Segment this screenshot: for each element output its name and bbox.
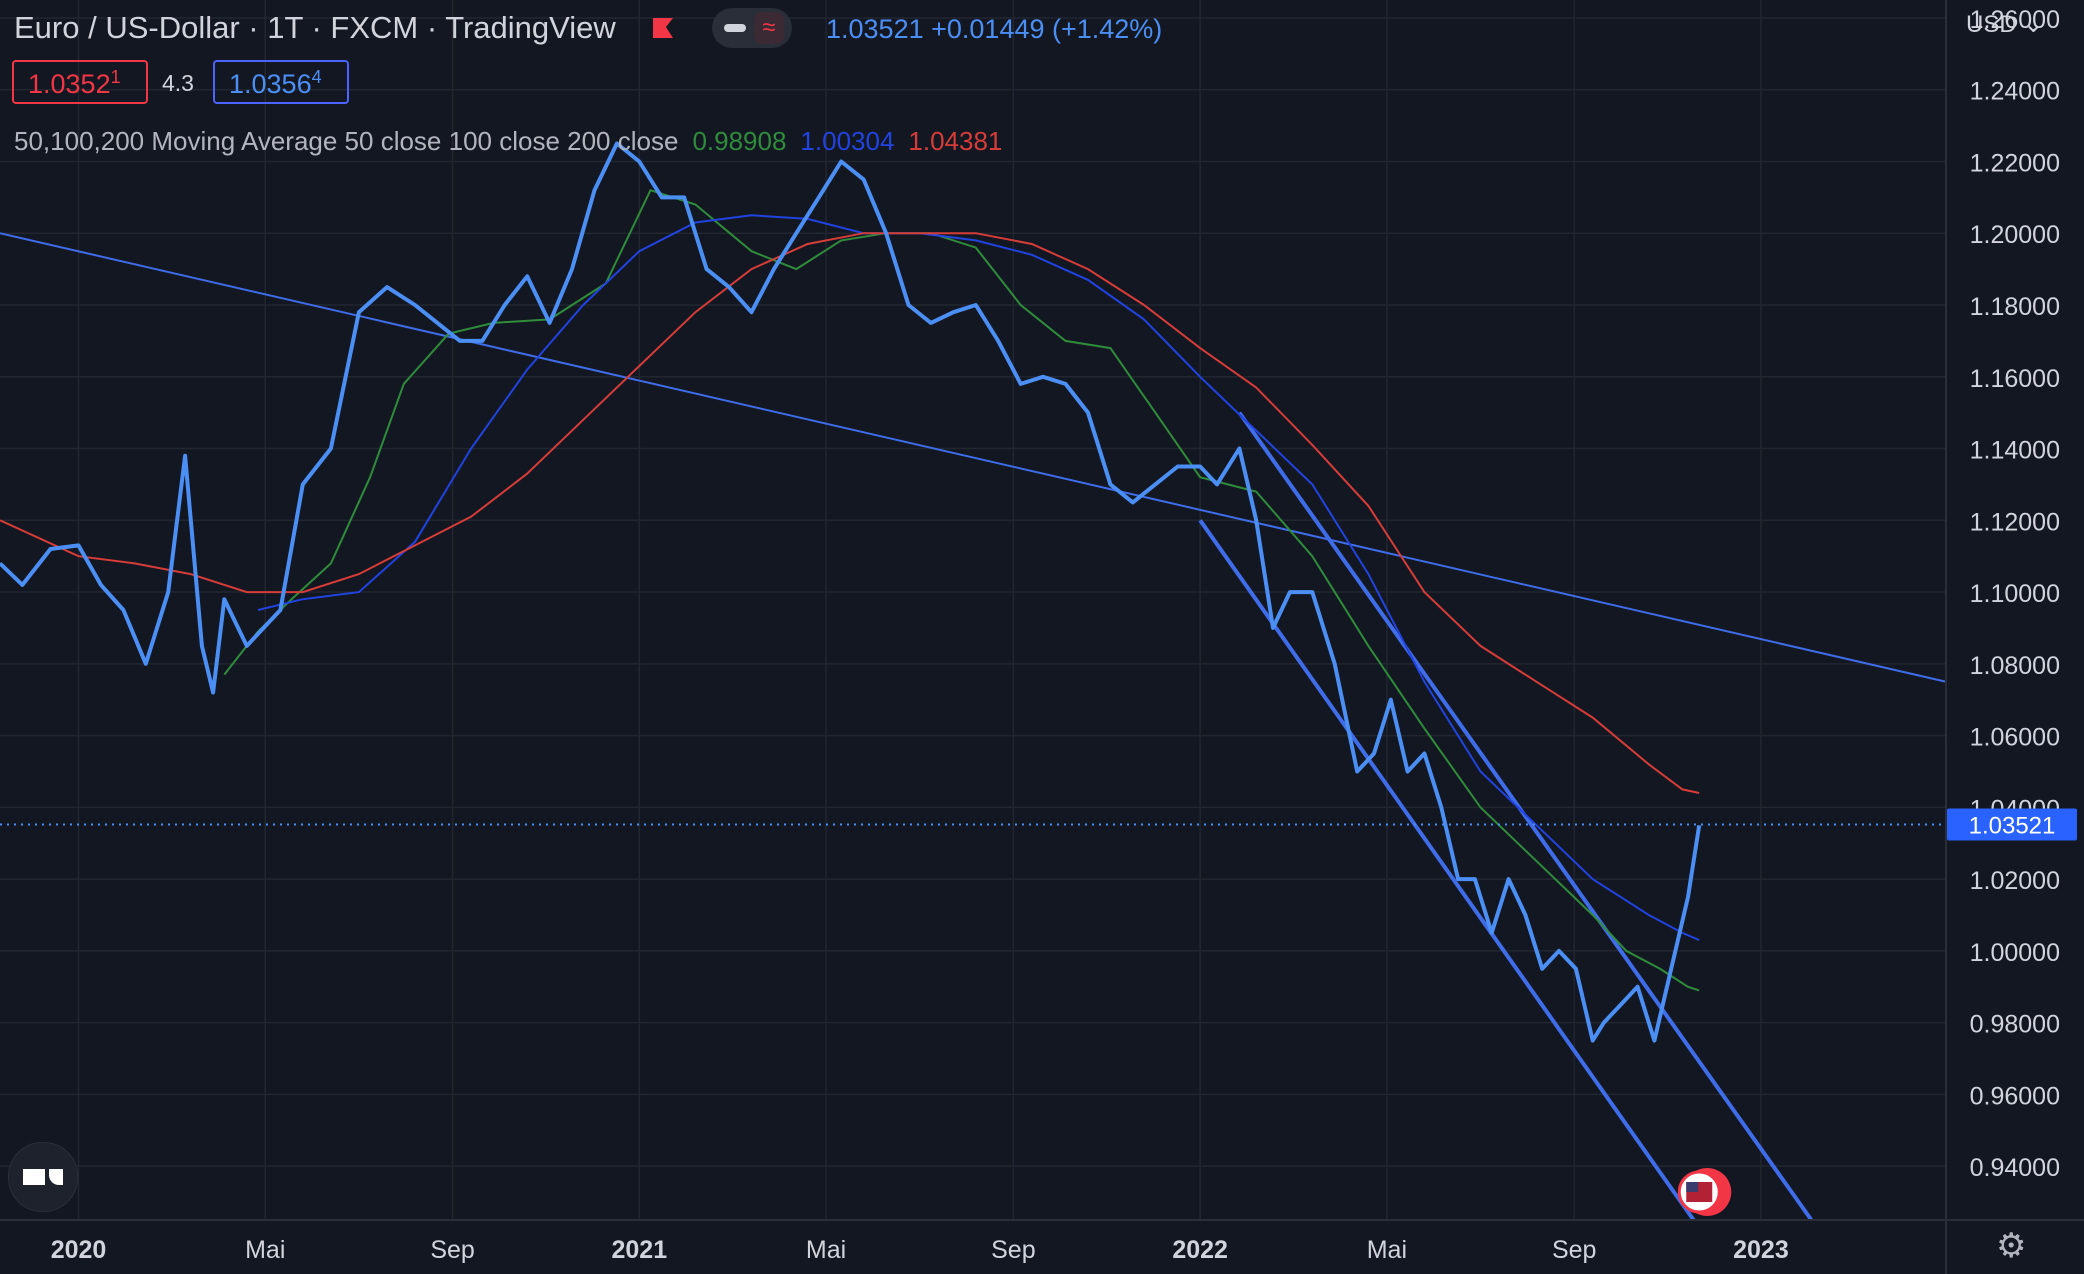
trendline-1 [1237,411,1814,1222]
price-tick-label: 1.00000 [1970,939,2060,967]
ma-line-2 [0,232,1700,794]
price-tick-label: 1.06000 [1970,724,2060,752]
price-change: +0.01449 (+1.42%) [931,14,1163,44]
ma-line-1 [257,214,1700,942]
currency-selector[interactable]: USD ⌄ [1966,10,2043,39]
last-quote: 1.03521 +0.01449 (+1.42%) [826,14,1162,45]
ma50-value: 0.98908 [692,126,787,156]
ma-line-0 [223,188,1700,992]
price-tick-label: 1.12000 [1970,508,2060,536]
gear-icon[interactable]: ⚙ [1996,1227,2027,1265]
price-tick-label: 0.94000 [1970,1154,2060,1182]
logo-part [49,1169,63,1185]
time-tick-label: Sep [430,1236,474,1264]
bid-pip: 1 [110,67,121,87]
time-tick-label: 2023 [1733,1236,1789,1264]
indicator-legend[interactable]: 50,100,200 Moving Average 50 close 100 c… [14,126,1002,157]
bid-price: 1.0352 [28,69,111,99]
time-tick-label: Sep [991,1236,1035,1264]
chart-title: Euro / US-Dollar · 1T · FXCM · TradingVi… [14,10,616,45]
trendline-0 [0,232,1947,683]
tradingview-logo-icon[interactable] [8,1142,78,1212]
current-price-label: 1.03521 [1969,813,2056,840]
time-tick-label: Mai [245,1236,285,1264]
price-tick-label: 1.14000 [1970,437,2060,465]
time-tick-label: 2021 [612,1236,668,1264]
time-tick-label: 2020 [51,1236,107,1264]
price-tick-label: 1.24000 [1970,78,2060,106]
flag-icon[interactable] [650,16,676,42]
approx-wave-icon: ≈ [754,12,784,44]
current-price-badge [1947,808,2077,841]
ma200-value: 1.04381 [908,126,1003,156]
price-series-line [0,141,1702,1043]
currency-label: USD [1966,11,2017,38]
spread-value: 4.3 [162,70,194,96]
trendline-2 [1198,519,1696,1222]
price-tick-label: 1.22000 [1970,149,2060,177]
price-tick-label: 1.26000 [1970,6,2060,34]
price-tick-label: 1.08000 [1970,652,2060,680]
price-tick-label: 1.02000 [1970,867,2060,895]
sell-button[interactable]: 1.03521 [12,60,148,104]
price-tick-label: 0.96000 [1970,1082,2060,1110]
ma100-value: 1.00304 [800,126,895,156]
logo-part [23,1169,45,1185]
price-tick-label: 1.10000 [1970,580,2060,608]
buy-button[interactable]: 1.03564 [213,60,349,104]
chevron-down-icon: ⌄ [2023,11,2044,38]
price-tick-label: 1.16000 [1970,365,2060,393]
ask-pip: 4 [311,67,322,87]
indicator-name: 50,100,200 Moving Average 50 close 100 c… [14,126,679,156]
time-tick-label: Mai [806,1236,846,1264]
price-tick-label: 1.18000 [1970,293,2060,321]
time-tick-label: Mai [1367,1236,1407,1264]
last-price: 1.03521 [826,14,924,44]
data-mode-toggle[interactable]: ≈ [712,8,792,48]
minus-icon [724,24,746,32]
time-tick-label: Sep [1552,1236,1596,1264]
time-tick-label: 2022 [1172,1236,1228,1264]
price-tick-label: 0.98000 [1970,1011,2060,1039]
ask-price: 1.0356 [229,69,312,99]
us-flag-event-icon [1686,1182,1699,1192]
price-tick-label: 1.20000 [1970,221,2060,249]
